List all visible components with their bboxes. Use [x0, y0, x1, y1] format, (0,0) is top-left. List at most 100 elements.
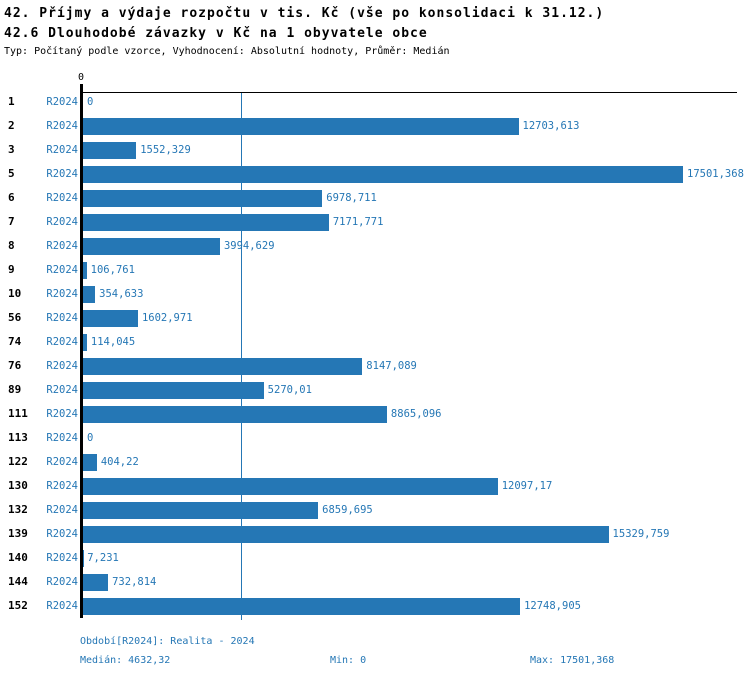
- row-period-label: R2024: [46, 144, 78, 156]
- bar-row: 89 R2024 5270,01: [0, 378, 750, 402]
- median-line: [240, 93, 242, 620]
- row-category-label: 8: [8, 239, 15, 252]
- bar-value-label: 8865,096: [390, 408, 442, 420]
- bar-row: 7 R2024 7171,771: [0, 210, 750, 234]
- bar: [83, 381, 264, 399]
- row-period-label: R2024: [46, 240, 78, 252]
- bar-row: 113 R2024 0: [0, 426, 750, 450]
- row-category-label: 7: [8, 215, 15, 228]
- row-category-label: 9: [8, 263, 15, 276]
- bar: [83, 213, 329, 231]
- row-category-label: 113: [8, 431, 28, 444]
- row-category-label: 122: [8, 455, 28, 468]
- row-category-label: 10: [8, 287, 22, 300]
- bar-row: 122 R2024 404,22: [0, 450, 750, 474]
- footer-min-stat: Min: 0: [330, 655, 367, 666]
- bar: [83, 285, 96, 303]
- x-axis-zero-tick-label: 0: [77, 72, 85, 83]
- row-category-label: 76: [8, 359, 22, 372]
- bar: [83, 525, 609, 543]
- bar-row: 9 R2024 106,761: [0, 258, 750, 282]
- bar: [83, 117, 519, 135]
- bar-row: 76 R2024 8147,089: [0, 354, 750, 378]
- bar: [83, 141, 137, 159]
- row-period-label: R2024: [46, 336, 78, 348]
- bar: [83, 597, 521, 615]
- row-period-label: R2024: [46, 360, 78, 372]
- bar: [83, 453, 97, 471]
- bar: [83, 165, 683, 183]
- bar-value-label: 1602,971: [141, 312, 193, 324]
- x-axis-line: [82, 92, 737, 93]
- row-category-label: 6: [8, 191, 15, 204]
- bar-row: 130 R2024 12097,17: [0, 474, 750, 498]
- bar-row: 74 R2024 114,045: [0, 330, 750, 354]
- bar: [83, 357, 363, 375]
- row-category-label: 2: [8, 119, 15, 132]
- bar-value-label: 17501,368: [687, 168, 744, 180]
- footer-period-legend: Období[R2024]: Realita - 2024: [80, 636, 255, 647]
- bar: [83, 189, 323, 207]
- bar-value-label: 8147,089: [366, 360, 417, 372]
- bar-row: 111 R2024 8865,096: [0, 402, 750, 426]
- row-period-label: R2024: [46, 600, 78, 612]
- bar-value-label: 114,045: [90, 336, 136, 348]
- bar-row: 5 R2024 17501,368: [0, 162, 750, 186]
- bar: [83, 477, 498, 495]
- row-period-label: R2024: [46, 288, 78, 300]
- row-category-label: 3: [8, 143, 15, 156]
- row-period-label: R2024: [46, 192, 78, 204]
- row-period-label: R2024: [46, 120, 78, 132]
- bar-row: 2 R2024 12703,613: [0, 114, 750, 138]
- bar-value-label: 12097,17: [501, 480, 553, 492]
- bar-row: 6 R2024 6978,711: [0, 186, 750, 210]
- bar-value-label: 7,231: [87, 552, 119, 564]
- bar: [83, 405, 387, 423]
- bar-value-label: 106,761: [90, 264, 135, 276]
- bar: [83, 573, 109, 591]
- bar-value-label: 6978,711: [326, 192, 377, 204]
- row-period-label: R2024: [46, 552, 78, 564]
- row-period-label: R2024: [46, 168, 78, 180]
- bar-row: 56 R2024 1602,971: [0, 306, 750, 330]
- bar-row: 139 R2024 15329,759: [0, 522, 750, 546]
- row-category-label: 89: [8, 383, 22, 396]
- row-period-label: R2024: [46, 528, 78, 540]
- bar-row: 140 R2024 7,231: [0, 546, 750, 570]
- bar: [83, 237, 220, 255]
- bar: [83, 333, 87, 351]
- row-category-label: 140: [8, 551, 28, 564]
- bar-value-label: 354,633: [99, 288, 144, 300]
- bar: [83, 309, 138, 327]
- row-category-label: 5: [8, 167, 15, 180]
- bar-value-label: 12703,613: [522, 120, 580, 132]
- bar-value-label: 404,22: [100, 456, 139, 468]
- row-period-label: R2024: [46, 216, 78, 228]
- bar-value-label: 7171,771: [332, 216, 384, 228]
- row-period-label: R2024: [46, 480, 78, 492]
- bar-value-label: 0: [87, 432, 94, 444]
- bar: [83, 501, 319, 519]
- bar-row: 8 R2024 3994,629: [0, 234, 750, 258]
- row-category-label: 1: [8, 95, 15, 108]
- bar-value-label: 12748,905: [524, 600, 581, 612]
- bar-row: 152 R2024 12748,905: [0, 594, 750, 618]
- row-period-label: R2024: [46, 312, 78, 324]
- chart-title: 42. Příjmy a výdaje rozpočtu v tis. Kč (…: [4, 6, 605, 21]
- row-category-label: 74: [8, 335, 22, 348]
- row-period-label: R2024: [46, 456, 78, 468]
- footer-max-stat: Max: 17501,368: [530, 655, 615, 666]
- bar-row: 10 R2024 354,633: [0, 282, 750, 306]
- bar-value-label: 0: [87, 96, 94, 108]
- bar-value-label: 732,814: [112, 576, 157, 588]
- bar-value-label: 6859,695: [322, 504, 373, 516]
- chart-meta-line: Typ: Počítaný podle vzorce, Vyhodnocení:…: [4, 46, 450, 57]
- row-period-label: R2024: [46, 576, 78, 588]
- bar-row: 132 R2024 6859,695: [0, 498, 750, 522]
- row-period-label: R2024: [46, 432, 78, 444]
- chart-subtitle: 42.6 Dlouhodobé závazky v Kč na 1 obyvat…: [4, 26, 428, 41]
- row-period-label: R2024: [46, 504, 78, 516]
- row-category-label: 56: [8, 311, 22, 324]
- bar-row: 1 R2024 0: [0, 90, 750, 114]
